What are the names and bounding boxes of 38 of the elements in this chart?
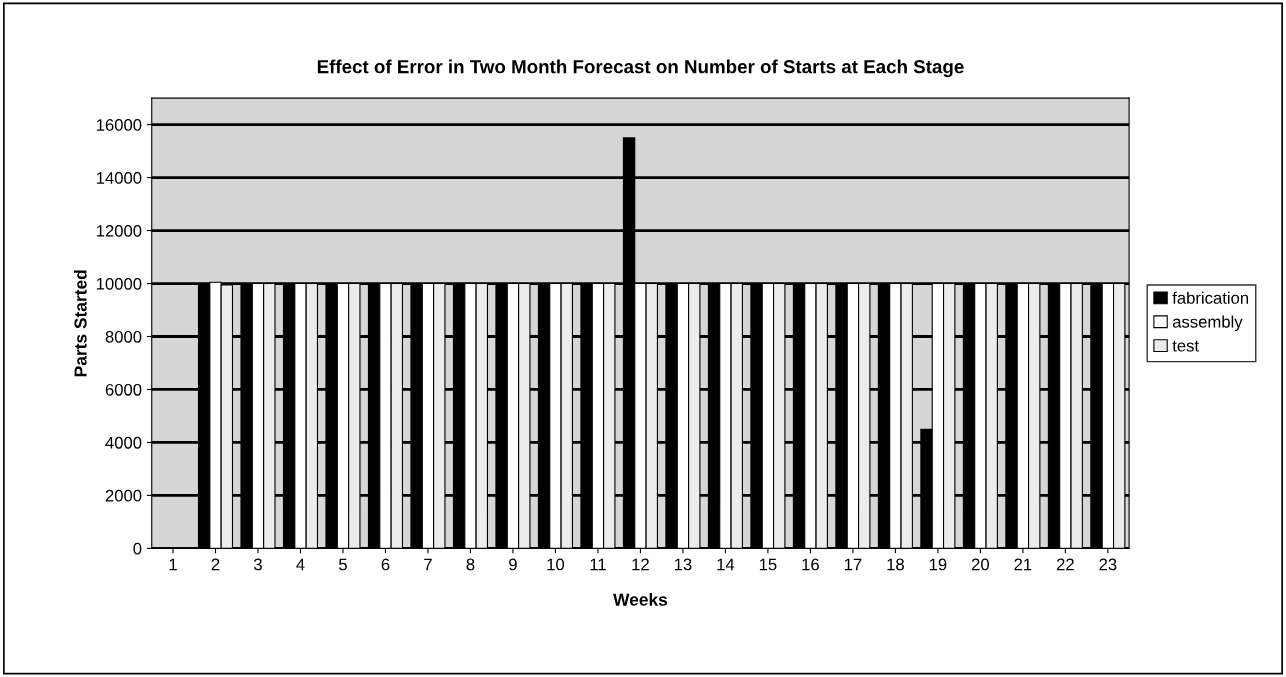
legend-label: assembly xyxy=(1172,315,1243,332)
x-tick-label: 2 xyxy=(211,558,220,571)
x-tick-label: 16 xyxy=(802,558,819,571)
x-tick-label: 7 xyxy=(424,558,432,571)
y-axis-title: Parts Started xyxy=(73,270,87,377)
legend-label: test xyxy=(1172,340,1199,352)
x-tick-label: 9 xyxy=(509,558,517,571)
x-axis-title: Weeks xyxy=(613,593,668,606)
x-tick-label: 15 xyxy=(759,558,777,571)
x-tick-label: 10 xyxy=(547,558,565,571)
chart-title: Effect of Error in Two Month Forecast on Number of Starts at Each Stage xyxy=(317,59,964,78)
x-tick-label: 23 xyxy=(1099,558,1117,571)
x-tick-label: 21 xyxy=(1014,558,1032,571)
y-tick-label: 4000 xyxy=(105,436,142,449)
y-tick-label: 2000 xyxy=(105,489,142,502)
y-tick-label: 14000 xyxy=(96,172,142,184)
x-tick-label: 19 xyxy=(929,558,947,571)
y-tick-label: 6000 xyxy=(105,383,142,396)
x-tick-label: 20 xyxy=(971,558,989,571)
x-tick-label: 11 xyxy=(590,558,606,571)
y-tick-label: 8000 xyxy=(105,330,142,343)
x-tick-label: 12 xyxy=(632,558,649,571)
x-tick-label: 18 xyxy=(887,558,904,571)
x-tick-label: 3 xyxy=(253,558,262,571)
x-tick-label: 14 xyxy=(717,558,735,571)
x-tick-label: 8 xyxy=(466,558,475,571)
x-tick-label: 22 xyxy=(1056,558,1074,571)
y-tick-label: 16000 xyxy=(96,119,142,131)
x-tick-label: 6 xyxy=(381,558,390,571)
y-tick-label: 0 xyxy=(133,542,142,555)
legend-label: fabrication xyxy=(1172,291,1249,304)
x-tick-label: 1 xyxy=(169,558,177,571)
x-tick-label: 5 xyxy=(339,558,347,571)
y-tick-label: 10000 xyxy=(96,277,142,290)
x-tick-label: 4 xyxy=(296,558,305,571)
y-tick-label: 12000 xyxy=(96,224,142,237)
x-tick-label: 17 xyxy=(844,558,862,571)
x-tick-label: 13 xyxy=(674,558,692,571)
